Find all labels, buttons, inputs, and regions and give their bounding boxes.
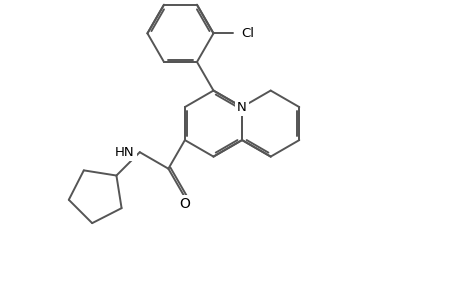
Text: N: N: [237, 100, 246, 114]
Text: O: O: [179, 197, 190, 211]
Text: HN: HN: [115, 146, 134, 159]
Text: Cl: Cl: [241, 27, 254, 40]
